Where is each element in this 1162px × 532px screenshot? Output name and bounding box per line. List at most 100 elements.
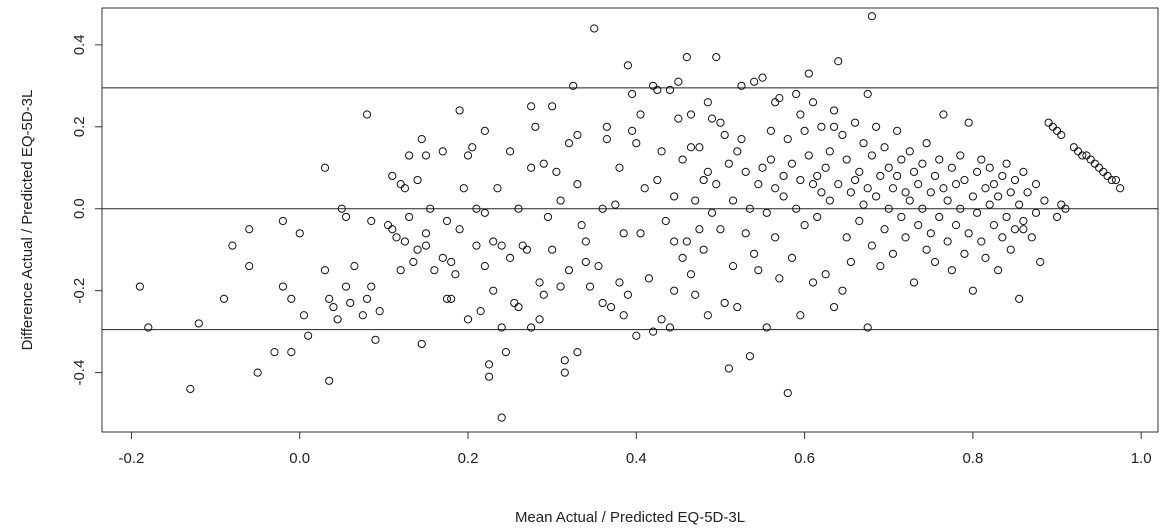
data-point bbox=[270, 348, 279, 357]
y-tick-label: 0.2 bbox=[71, 116, 88, 137]
x-axis-title: Mean Actual / Predicted EQ-5D-3L bbox=[515, 509, 745, 526]
data-point bbox=[926, 188, 935, 197]
data-point bbox=[278, 282, 288, 291]
data-point bbox=[564, 266, 574, 275]
x-tick-label: 0.4 bbox=[626, 450, 647, 467]
data-point bbox=[552, 167, 561, 176]
data-point bbox=[632, 139, 641, 148]
data-point bbox=[514, 204, 523, 213]
y-tick-label: 0.4 bbox=[71, 34, 88, 55]
data-point bbox=[750, 249, 759, 258]
data-point bbox=[914, 180, 923, 189]
data-point bbox=[859, 200, 868, 209]
data-point bbox=[808, 278, 818, 287]
data-point bbox=[918, 204, 927, 213]
data-point bbox=[724, 159, 733, 168]
data-point bbox=[396, 266, 405, 275]
data-point bbox=[628, 89, 637, 99]
data-point bbox=[489, 286, 498, 295]
data-point bbox=[876, 171, 885, 181]
data-point bbox=[320, 163, 330, 172]
data-point bbox=[657, 315, 666, 324]
data-point bbox=[884, 204, 893, 213]
x-axis: -0.2 0.0 0.2 0.4 0.6 0.8 1.0 bbox=[119, 432, 1152, 467]
data-point bbox=[998, 233, 1007, 242]
data-point bbox=[194, 319, 203, 328]
data-point bbox=[1094, 163, 1104, 172]
data-point bbox=[245, 225, 254, 234]
data-point bbox=[388, 171, 397, 181]
data-point bbox=[716, 225, 725, 234]
data-point bbox=[548, 245, 557, 254]
data-point bbox=[947, 266, 956, 275]
data-point bbox=[367, 282, 376, 291]
data-point bbox=[405, 151, 414, 160]
data-point bbox=[245, 261, 254, 271]
data-point bbox=[329, 302, 338, 312]
data-point bbox=[333, 315, 342, 324]
data-point bbox=[421, 151, 431, 160]
data-point bbox=[712, 53, 721, 62]
data-point bbox=[548, 102, 557, 111]
data-point bbox=[787, 253, 797, 262]
data-point bbox=[981, 184, 990, 193]
data-point bbox=[905, 147, 914, 156]
data-point bbox=[135, 282, 144, 291]
data-point bbox=[699, 175, 708, 185]
data-point bbox=[947, 163, 956, 172]
data-point bbox=[388, 225, 397, 234]
data-point bbox=[304, 331, 313, 340]
data-point bbox=[497, 241, 506, 250]
data-point bbox=[901, 188, 910, 197]
data-point bbox=[779, 171, 788, 181]
data-point bbox=[573, 130, 582, 140]
data-point bbox=[994, 192, 1003, 201]
data-point bbox=[657, 147, 666, 156]
data-point bbox=[585, 282, 595, 291]
data-point bbox=[989, 221, 999, 230]
data-point bbox=[750, 77, 759, 86]
data-point bbox=[813, 212, 822, 222]
data-point bbox=[686, 143, 696, 152]
data-point bbox=[1023, 188, 1032, 197]
data-point bbox=[968, 286, 977, 295]
data-point bbox=[556, 196, 565, 205]
data-point bbox=[724, 364, 733, 373]
data-point bbox=[295, 229, 304, 238]
data-point bbox=[1086, 155, 1095, 164]
data-point bbox=[1015, 200, 1024, 209]
data-point bbox=[994, 266, 1003, 275]
data-point bbox=[484, 360, 494, 369]
data-point bbox=[581, 237, 590, 246]
data-point bbox=[396, 180, 405, 189]
data-point bbox=[825, 196, 834, 205]
data-point bbox=[901, 233, 910, 242]
data-point bbox=[594, 261, 603, 271]
scatter-points bbox=[135, 12, 1125, 422]
data-point bbox=[935, 212, 944, 222]
data-point bbox=[951, 180, 961, 189]
data-point bbox=[880, 143, 889, 152]
data-point bbox=[796, 110, 805, 119]
data-point bbox=[703, 98, 712, 107]
data-point bbox=[573, 180, 582, 189]
data-point bbox=[497, 323, 506, 332]
data-point bbox=[829, 106, 839, 115]
data-point bbox=[341, 282, 351, 291]
data-point bbox=[1103, 171, 1112, 181]
data-point bbox=[977, 237, 986, 246]
data-point bbox=[707, 114, 717, 123]
data-point bbox=[337, 204, 346, 213]
data-point bbox=[800, 221, 809, 230]
data-point bbox=[771, 184, 780, 193]
data-point bbox=[703, 167, 712, 176]
data-point bbox=[560, 368, 569, 377]
data-point bbox=[539, 159, 548, 168]
data-point bbox=[463, 315, 473, 324]
data-point bbox=[817, 188, 826, 197]
data-point bbox=[219, 294, 229, 303]
data-point bbox=[1015, 294, 1024, 303]
data-point bbox=[1031, 208, 1041, 217]
data-point bbox=[1031, 180, 1041, 189]
data-point bbox=[989, 180, 999, 189]
